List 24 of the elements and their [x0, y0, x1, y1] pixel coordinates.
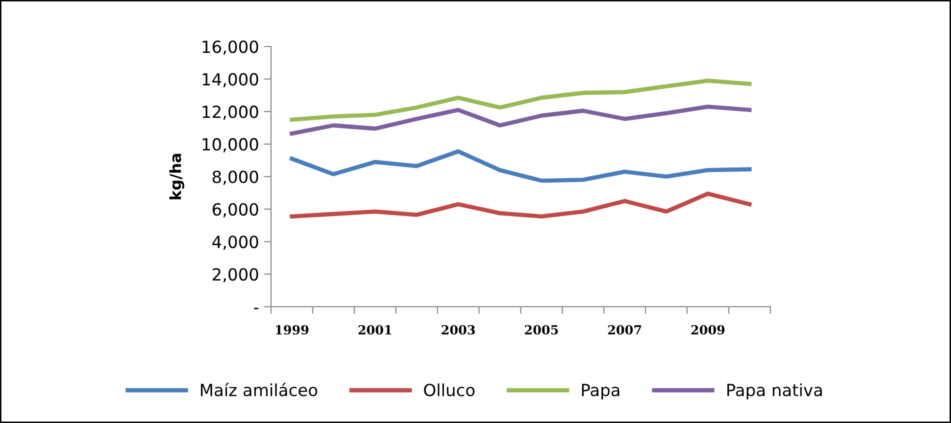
legend-label: Papa [582, 384, 620, 400]
y-tick-label: 2,000 [212, 268, 258, 282]
line-series [290, 149, 752, 183]
x-tick-label: 2007 [608, 325, 642, 335]
y-tick-label: 16,000 [202, 40, 258, 55]
x-tick-label: 2003 [442, 325, 475, 335]
legend-label: Maíz amiláceo [200, 382, 318, 396]
line-series [290, 104, 752, 136]
y-axis-title: kg/ha [169, 154, 184, 200]
line-series [290, 78, 752, 122]
legend-label: Papa nativa [727, 383, 822, 400]
y-tick-label: 8,000 [212, 170, 258, 185]
y-tick-label: 10,000 [202, 138, 258, 152]
x-tick-label: 1999 [276, 325, 308, 335]
x-tick-label: 2009 [691, 325, 725, 335]
x-tick-label: 2001 [358, 325, 392, 335]
y-tick-label: 4,000 [212, 236, 258, 250]
y-tick-label: 12,000 [202, 106, 258, 120]
y-tick-label: - [254, 308, 258, 310]
y-tick-label: 14,000 [202, 73, 258, 88]
legend-label: Olluco [424, 383, 475, 396]
y-tick-label: 6,000 [212, 203, 258, 218]
x-tick-label: 2005 [524, 325, 558, 335]
line-series [290, 192, 752, 219]
